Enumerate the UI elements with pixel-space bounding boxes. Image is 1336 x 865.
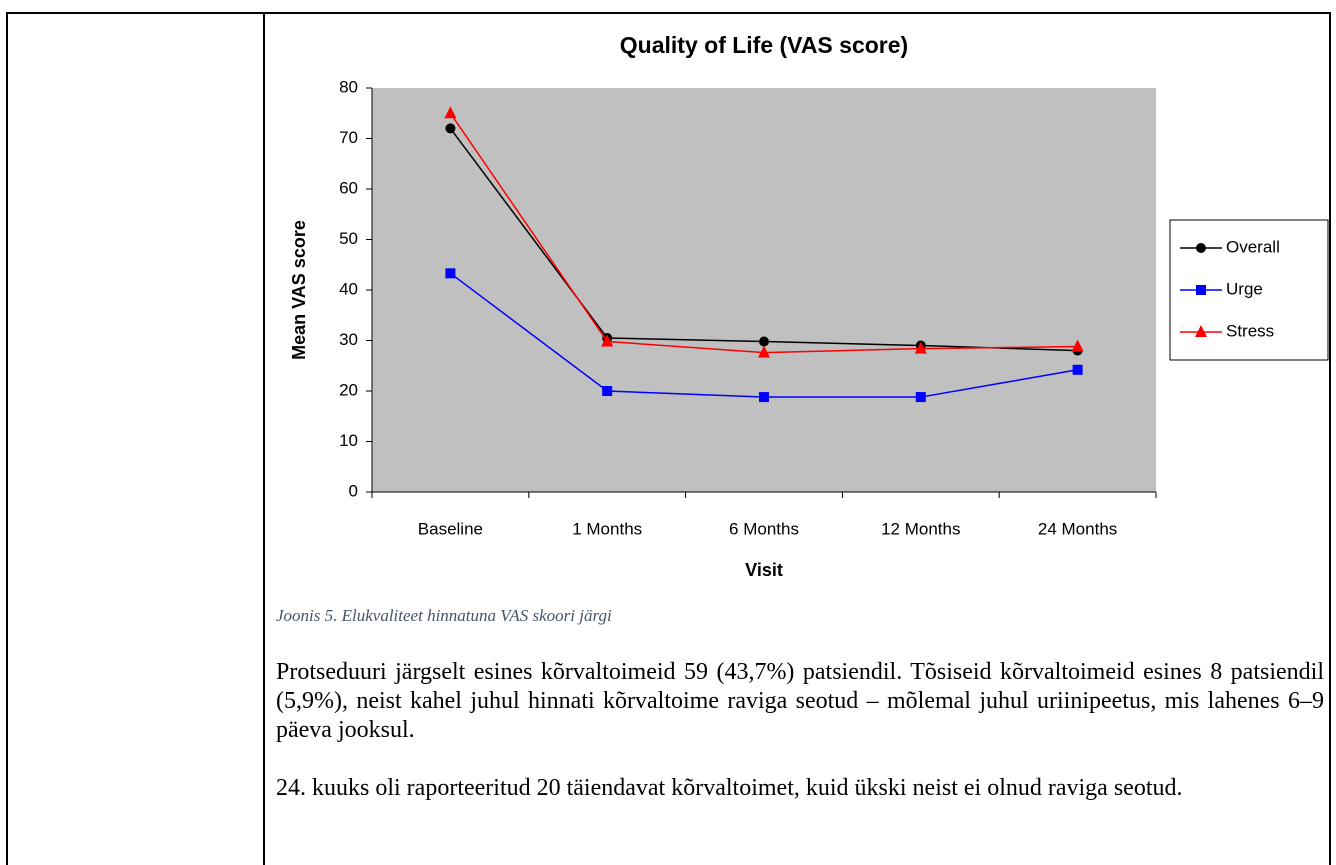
x-tick-label: 6 Months — [729, 519, 799, 538]
table-border-top — [6, 12, 1331, 14]
y-tick-label: 50 — [339, 229, 358, 248]
x-tick-label: 1 Months — [572, 519, 642, 538]
data-point — [1072, 364, 1083, 375]
data-point — [444, 106, 457, 119]
data-point — [915, 392, 926, 403]
table-border-left — [6, 12, 8, 865]
y-tick-label: 20 — [339, 380, 358, 399]
data-point — [914, 341, 927, 354]
x-tick-label: 12 Months — [881, 519, 960, 538]
y-axis-label: Mean VAS score — [289, 220, 309, 360]
y-tick-label: 0 — [349, 481, 358, 500]
y-tick-label: 80 — [339, 77, 358, 96]
chart-title: Quality of Life (VAS score) — [620, 32, 908, 58]
legend-marker — [1196, 285, 1206, 295]
x-tick-label: 24 Months — [1038, 519, 1117, 538]
chart: Quality of Life (VAS score) Visit Mean V… — [289, 32, 1329, 580]
data-point — [602, 386, 613, 396]
paragraph: 24. kuuks oli raporteeritud 20 täiendava… — [276, 775, 1183, 801]
legend-marker — [1195, 325, 1207, 337]
x-axis-label: Visit — [745, 560, 783, 580]
data-point — [759, 392, 769, 403]
legend-marker — [1196, 243, 1206, 253]
table-border-right — [1329, 12, 1331, 865]
y-tick-label: 60 — [339, 178, 358, 197]
table-border-middle — [263, 12, 265, 865]
legend-label: Urge — [1226, 279, 1263, 298]
legend-label: Overall — [1226, 237, 1280, 256]
legend-label: Stress — [1226, 321, 1274, 340]
data-point — [445, 268, 456, 279]
x-tick-label: Baseline — [418, 519, 483, 538]
data-point — [601, 334, 614, 347]
data-point — [445, 123, 456, 134]
y-tick-label: 40 — [339, 279, 358, 298]
data-point — [759, 336, 769, 347]
y-tick-label: 70 — [339, 128, 358, 147]
data-point — [758, 345, 770, 358]
paragraph: Protseduuri järgselt esines kõrvaltoimei… — [276, 659, 1324, 743]
y-tick-label: 10 — [339, 431, 358, 450]
plot-area — [372, 88, 1156, 492]
y-tick-label: 30 — [339, 330, 358, 349]
figure-caption: Joonis 5. Elukvaliteet hinnatuna VAS sko… — [276, 606, 612, 625]
data-point — [1071, 339, 1084, 352]
